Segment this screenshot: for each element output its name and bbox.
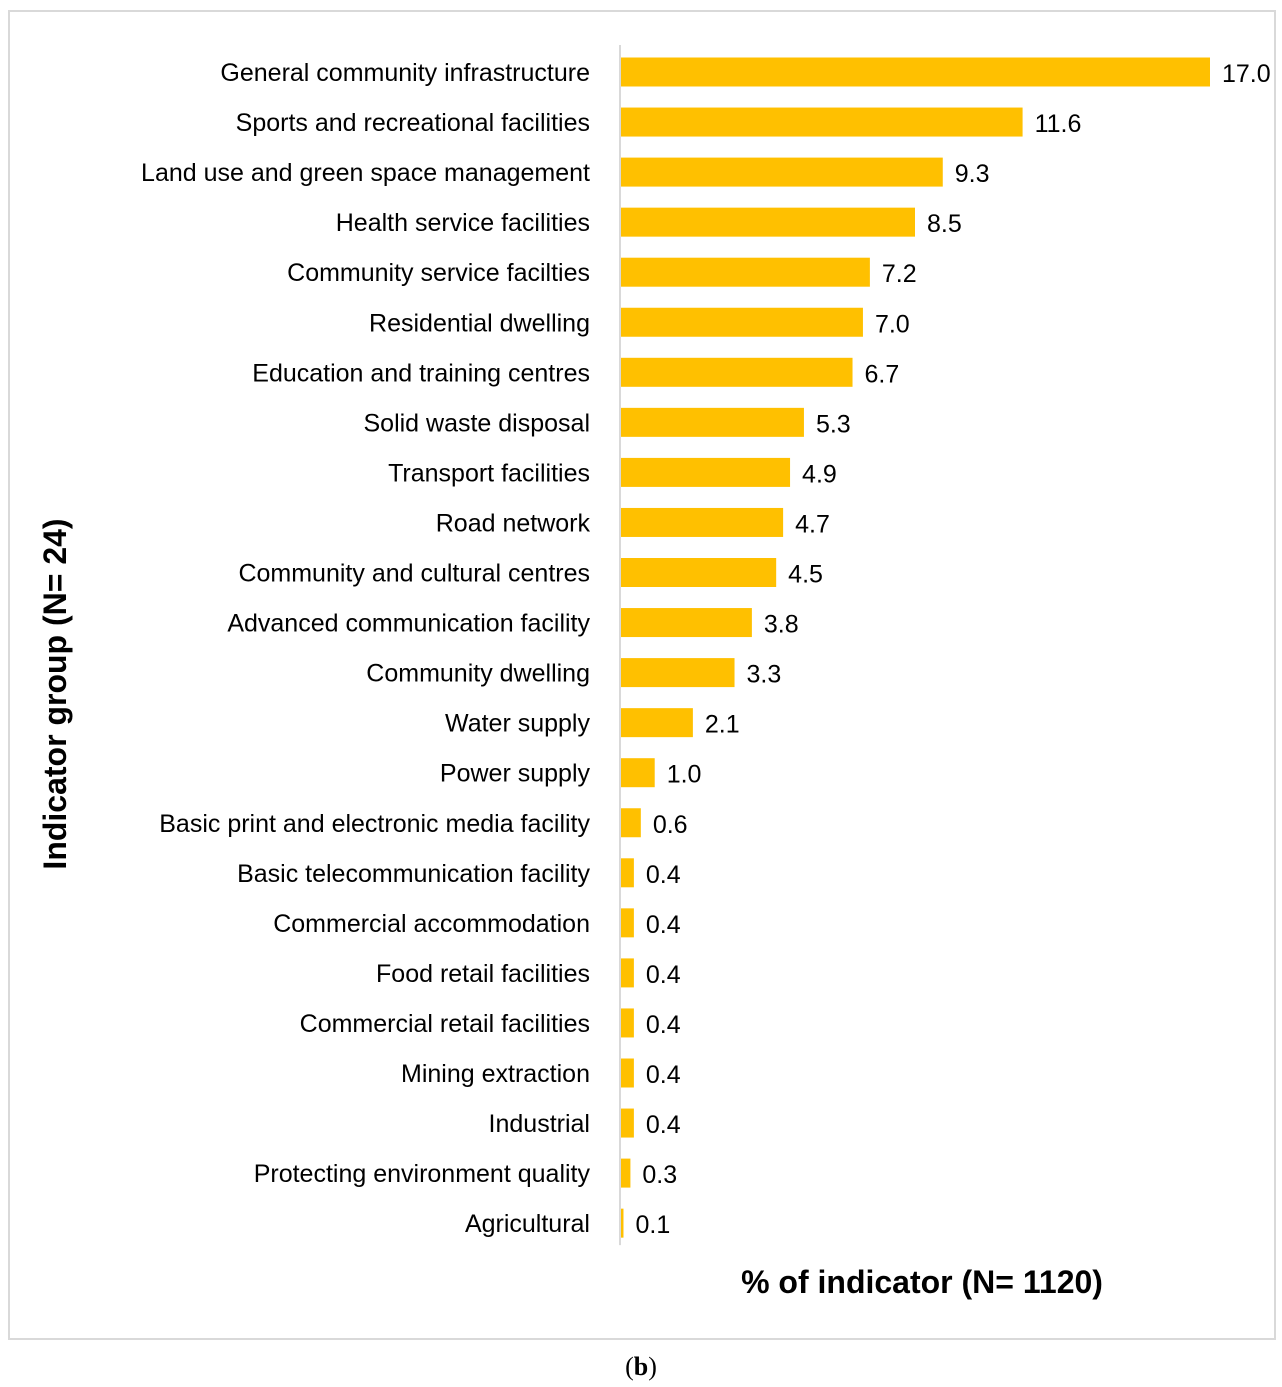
y-axis-title: Indicator group (N= 24) (37, 518, 73, 869)
data-label: 0.4 (646, 961, 681, 989)
x-axis-title: % of indicator (N= 1120) (741, 1264, 1103, 1300)
category-label: Mining extraction (401, 1060, 590, 1088)
category-label: Water supply (445, 710, 590, 738)
data-label: 3.8 (764, 611, 799, 639)
category-label: Health service facilities (336, 209, 590, 237)
data-label: 1.0 (667, 761, 702, 789)
bar (620, 1158, 631, 1188)
data-label: 0.6 (653, 811, 688, 839)
bar (620, 257, 870, 287)
data-label: 0.1 (635, 1211, 670, 1239)
category-label: Transport facilities (388, 459, 590, 487)
bar (620, 758, 655, 788)
category-label: Residential dwelling (369, 309, 590, 337)
bar (620, 57, 1210, 87)
bar (620, 507, 784, 537)
bar (620, 558, 777, 587)
data-label: 8.5 (927, 210, 962, 238)
category-label: Solid waste disposal (363, 409, 590, 437)
category-label: Basic telecommunication facility (237, 860, 590, 888)
data-label: 4.7 (795, 510, 830, 538)
bars-group (620, 57, 1210, 1238)
data-label: 0.3 (642, 1161, 677, 1189)
bar (620, 407, 804, 437)
data-label: 17.0 (1222, 60, 1271, 88)
bar (620, 207, 915, 237)
category-label: Food retail facilities (376, 960, 590, 988)
figure-caption: (b) (0, 1352, 1282, 1382)
category-label: Industrial (489, 1110, 590, 1138)
bar (620, 858, 634, 888)
category-label: Power supply (440, 760, 591, 788)
bar (620, 1108, 634, 1138)
bar (620, 307, 863, 337)
caption-letter: b (633, 1352, 649, 1381)
bar (620, 357, 853, 387)
bar (620, 1058, 634, 1088)
bar (620, 958, 634, 988)
category-label: Education and training centres (252, 359, 590, 387)
data-label: 0.4 (646, 1011, 681, 1039)
bar (620, 157, 943, 187)
category-labels: General community infrastructure Sports a… (141, 59, 590, 1238)
category-label: Sports and recreational facilities (236, 109, 590, 137)
bar (620, 1008, 634, 1038)
data-label: 4.5 (788, 561, 823, 589)
data-label: 7.2 (882, 260, 917, 288)
data-label: 6.7 (865, 360, 900, 388)
category-label: Commercial accommodation (273, 910, 590, 938)
category-label: Agricultural (465, 1210, 590, 1238)
data-label: 5.3 (816, 410, 851, 438)
bar (620, 908, 634, 938)
data-label: 3.3 (747, 661, 782, 689)
data-label: 9.3 (955, 160, 990, 188)
bar-chart: General community infrastructure Sports a… (37, 45, 1271, 1300)
category-label: Advanced communication facility (227, 610, 590, 638)
bar (620, 1208, 624, 1238)
caption-open: ( (625, 1352, 634, 1381)
category-label: Land use and green space management (141, 159, 590, 187)
bar (620, 708, 693, 738)
caption-close: ) (648, 1352, 657, 1381)
bar (620, 107, 1023, 137)
category-label: Community dwelling (366, 660, 590, 688)
data-label: 0.4 (646, 861, 681, 889)
bar (620, 808, 641, 838)
data-label: 4.9 (802, 460, 837, 488)
bar (620, 457, 791, 487)
category-label: Community and cultural centres (238, 560, 590, 588)
category-label: Basic print and electronic media facilit… (159, 810, 590, 838)
data-label: 7.0 (875, 310, 910, 338)
category-label: General community infrastructure (220, 59, 590, 87)
category-label: Commercial retail facilities (300, 1010, 590, 1038)
bar (620, 608, 752, 638)
data-label: 0.4 (646, 1061, 681, 1089)
value-labels: 17.0 11.6 9.3 8.5 7.2 7.0 6.7 5.3 4.9 4.7 4.5 3.8 3.… (635, 60, 1270, 1239)
category-label: Community service facilties (287, 259, 590, 287)
category-label: Road network (436, 509, 591, 537)
category-label: Protecting environment quality (254, 1160, 591, 1188)
data-label: 2.1 (705, 711, 740, 739)
data-label: 11.6 (1035, 110, 1082, 138)
bar (620, 658, 735, 688)
data-label: 0.4 (646, 911, 681, 939)
data-label: 0.4 (646, 1111, 681, 1139)
